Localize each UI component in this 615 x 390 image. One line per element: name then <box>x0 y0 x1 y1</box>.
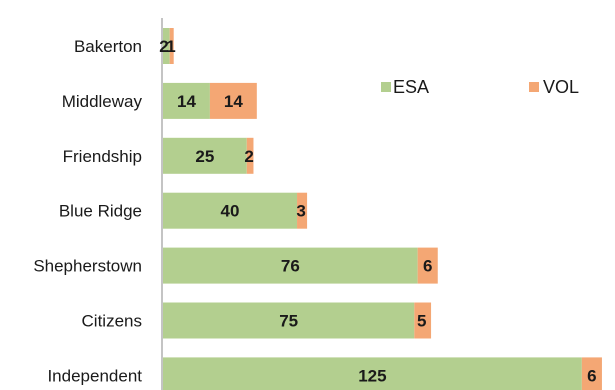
bars-layer <box>163 28 602 390</box>
bar-esa-bakerton <box>163 28 170 64</box>
data-label-vol-independent: 6 <box>587 366 596 385</box>
category-label-bakerton: Bakerton <box>74 37 142 56</box>
legend-swatch-vol <box>529 82 539 92</box>
data-label-vol-blue-ridge: 3 <box>296 202 305 221</box>
data-label-vol-middleway: 14 <box>224 92 243 111</box>
bar-esa-citizens <box>163 302 415 339</box>
legend-swatch-esa <box>381 82 391 92</box>
bar-esa-shepherstown <box>163 247 418 284</box>
data-label-esa-bakerton: 2 <box>159 37 168 56</box>
legend-label-esa: ESA <box>393 77 429 97</box>
category-label-citizens: Citizens <box>82 312 142 331</box>
bar-vol-bakerton <box>169 28 174 64</box>
data-label-vol-bakerton: 1 <box>166 37 175 56</box>
data-label-esa-citizens: 75 <box>279 312 298 331</box>
bar-vol-friendship <box>246 137 254 174</box>
category-label-blue-ridge: Blue Ridge <box>59 202 142 221</box>
legend-label-vol: VOL <box>543 77 579 97</box>
data-label-vol-shepherstown: 6 <box>423 257 432 276</box>
category-label-shepherstown: Shepherstown <box>33 257 142 276</box>
legend: ESA VOL <box>381 77 579 97</box>
data-label-vol-friendship: 2 <box>244 147 253 166</box>
bar-vol-middleway <box>209 82 257 119</box>
category-label-middleway: Middleway <box>62 92 143 111</box>
bar-esa-independent <box>163 357 582 390</box>
data-label-esa-friendship: 25 <box>195 147 214 166</box>
bar-vol-independent <box>581 357 602 390</box>
data-label-esa-blue-ridge: 40 <box>221 202 240 221</box>
data-label-esa-independent: 125 <box>358 366 386 385</box>
category-label-friendship: Friendship <box>63 147 142 166</box>
data-label-esa-shepherstown: 76 <box>281 257 300 276</box>
bar-vol-citizens <box>414 302 432 339</box>
category-label-independent: Independent <box>47 366 142 385</box>
bar-vol-shepherstown <box>417 247 438 284</box>
data-label-esa-middleway: 14 <box>177 92 196 111</box>
bar-vol-blue-ridge <box>297 192 308 229</box>
bar-esa-friendship <box>163 137 247 174</box>
data-label-vol-citizens: 5 <box>417 312 426 331</box>
bar-esa-blue-ridge <box>163 192 298 229</box>
bar-esa-middleway <box>163 82 210 119</box>
